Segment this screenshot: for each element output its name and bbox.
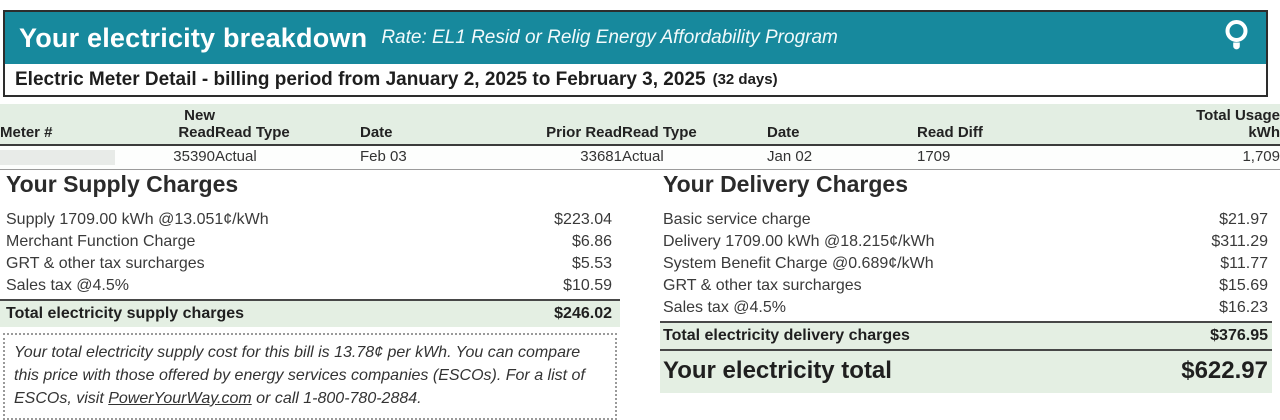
meter-reading-row: 35390 Actual Feb 03 33681 Actual Jan 02 … [0, 144, 1280, 170]
meter-detail-title: Electric Meter Detail - billing period f… [15, 68, 706, 90]
meter-detail-bar: Electric Meter Detail - billing period f… [5, 64, 1266, 95]
supply-total-amount: $246.02 [554, 305, 612, 322]
electricity-breakdown-page: Your electricity breakdown Rate: EL1 Res… [0, 10, 1280, 420]
delivery-total-label: Total electricity delivery charges [663, 327, 910, 344]
charge-row: Supply 1709.00 kWh @13.051¢/kWh $223.04 [0, 209, 620, 231]
cell-read-diff: 1709 [917, 144, 1067, 170]
charge-label: Delivery 1709.00 kWh @18.215¢/kWh [663, 233, 935, 250]
electricity-total-amount: $622.97 [1181, 357, 1268, 384]
charge-row: Delivery 1709.00 kWh @18.215¢/kWh $311.2… [660, 231, 1272, 253]
supply-total-row: Total electricity supply charges $246.02 [0, 299, 620, 327]
cell-prior-read: 33681 [510, 144, 622, 170]
electricity-total-row: Your electricity total $622.97 [660, 349, 1272, 393]
charge-label: Sales tax @4.5% [6, 277, 129, 294]
lightbulb-icon [1223, 18, 1250, 59]
cell-date-1: Feb 03 [360, 144, 510, 170]
charge-row: Sales tax @4.5% $10.59 [0, 275, 620, 297]
cell-new-read: 35390 [145, 144, 215, 170]
col-header-read-type-2: Read Type [622, 104, 767, 145]
charge-amount: $15.69 [1219, 277, 1268, 294]
col-header-date-2: Date [767, 104, 917, 145]
electricity-total-label: Your electricity total [663, 357, 892, 384]
charge-amount: $16.23 [1219, 299, 1268, 316]
delivery-total-amount: $376.95 [1210, 327, 1268, 344]
delivery-total-row: Total electricity delivery charges $376.… [660, 321, 1272, 349]
charge-amount: $311.29 [1211, 233, 1268, 250]
charge-label: Supply 1709.00 kWh @13.051¢/kWh [6, 211, 269, 228]
charge-label: GRT & other tax surcharges [6, 255, 205, 272]
total-usage-line1: Total Usage [1196, 107, 1280, 124]
col-header-prior-read: Prior Read [510, 104, 622, 145]
redacted-meter-number [0, 149, 115, 165]
esco-note-box: Your total electricity supply cost for t… [3, 333, 617, 420]
charge-label: Merchant Function Charge [6, 233, 196, 250]
col-header-total-usage: Total Usage kWh [1067, 104, 1280, 145]
col-header-read-diff: Read Diff [917, 104, 1067, 145]
supply-charges-section: Your Supply Charges Supply 1709.00 kWh @… [0, 166, 620, 420]
cell-total-usage: 1,709 [1067, 144, 1280, 170]
delivery-totals-block: Total electricity delivery charges $376.… [660, 321, 1272, 393]
charge-label: Sales tax @4.5% [663, 299, 786, 316]
charge-row: Sales tax @4.5% $16.23 [660, 297, 1272, 319]
charge-row: GRT & other tax surcharges $15.69 [660, 275, 1272, 297]
charge-label: System Benefit Charge @0.689¢/kWh [663, 255, 934, 272]
charge-amount: $223.04 [554, 211, 612, 228]
cell-read-type-1: Actual [215, 144, 360, 170]
charge-label: Basic service charge [663, 211, 811, 228]
esco-note-text: Your total electricity supply cost for t… [14, 344, 585, 407]
cell-read-type-2: Actual [622, 144, 767, 170]
cell-meter-number [0, 144, 145, 170]
billing-days-note: (32 days) [712, 71, 778, 88]
cell-date-2: Jan 02 [767, 144, 917, 170]
delivery-charges-section: Your Delivery Charges Basic service char… [660, 166, 1272, 393]
breakdown-header-bar: Your electricity breakdown Rate: EL1 Res… [5, 12, 1266, 64]
supply-total-label: Total electricity supply charges [6, 305, 245, 322]
charge-amount: $21.97 [1219, 211, 1268, 228]
charge-amount: $6.86 [571, 233, 612, 250]
charge-amount: $11.77 [1220, 255, 1268, 272]
header-box: Your electricity breakdown Rate: EL1 Res… [3, 10, 1268, 97]
supply-charges-heading: Your Supply Charges [6, 171, 239, 197]
charge-row: GRT & other tax surcharges $5.53 [0, 253, 620, 275]
esco-note-text-after: or call 1-800-780-2884. [251, 390, 422, 407]
charge-label: GRT & other tax surcharges [663, 277, 862, 294]
delivery-charges-heading: Your Delivery Charges [663, 171, 909, 197]
charge-row: System Benefit Charge @0.689¢/kWh $11.77 [660, 253, 1272, 275]
page-title: Your electricity breakdown [19, 22, 368, 53]
poweryourway-link[interactable]: PowerYourWay.com [108, 390, 252, 407]
charge-row: Basic service charge $21.97 [660, 209, 1272, 231]
col-header-meter: Meter # [0, 104, 145, 145]
charge-row: Merchant Function Charge $6.86 [0, 231, 620, 253]
total-usage-line2: kWh [1248, 124, 1280, 141]
col-header-date-1: Date [360, 104, 510, 145]
col-header-new-read: New Read [145, 104, 215, 145]
charge-amount: $5.53 [571, 255, 612, 272]
charge-amount: $10.59 [563, 277, 612, 294]
rate-label: Rate: EL1 Resid or Relig Energy Affordab… [381, 27, 838, 48]
meter-reading-table: Meter # New Read Read Type Date Prior Re… [0, 104, 1280, 170]
meter-table-header-row: Meter # New Read Read Type Date Prior Re… [0, 104, 1280, 145]
col-header-read-type-1: Read Type [215, 104, 360, 145]
